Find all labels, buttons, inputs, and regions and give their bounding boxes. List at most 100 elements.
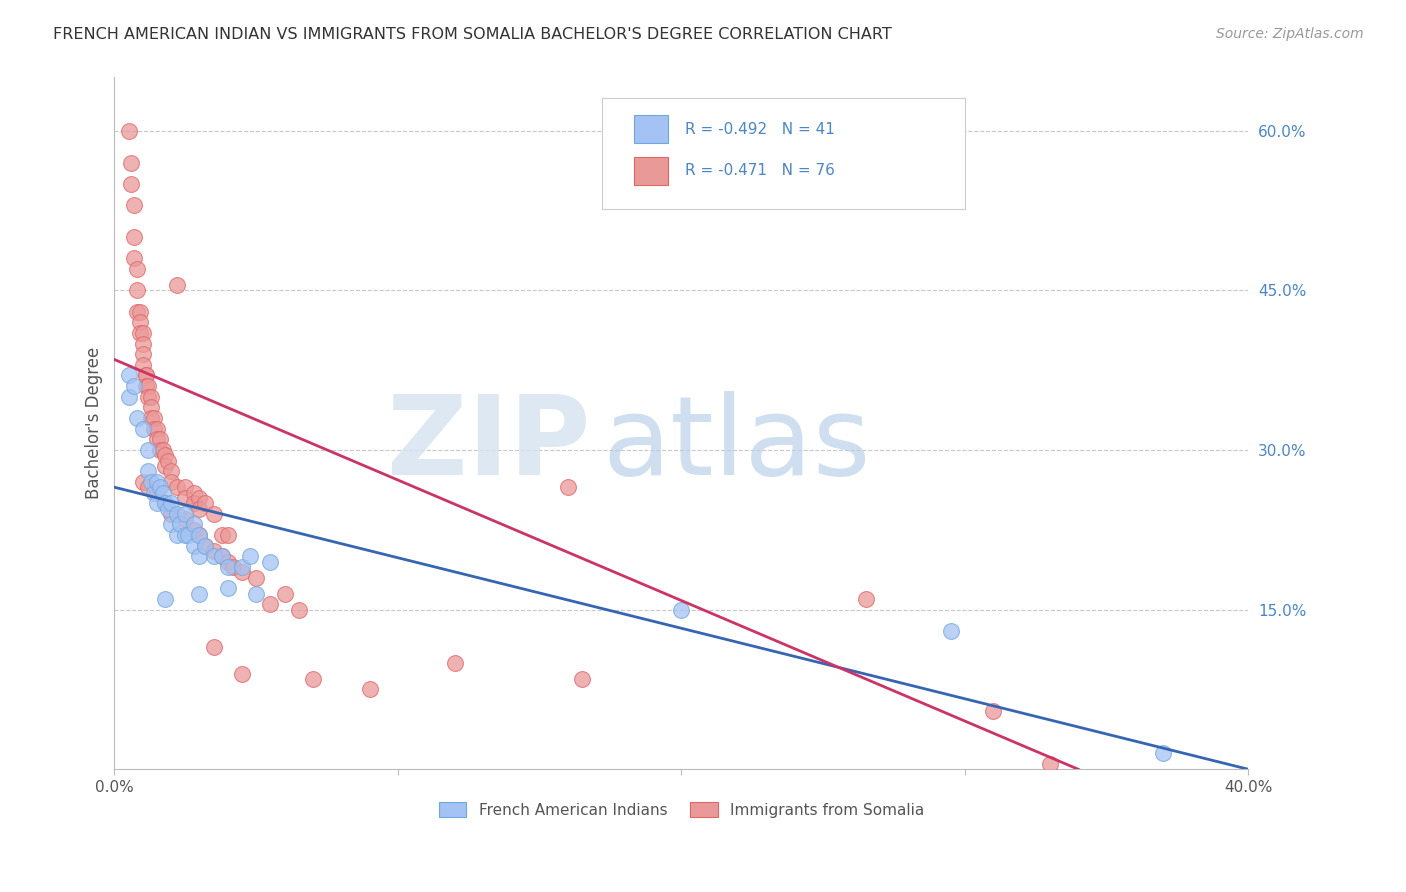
Point bbox=[183, 496, 205, 510]
Point bbox=[149, 480, 172, 494]
Point bbox=[127, 262, 149, 277]
Point bbox=[557, 480, 579, 494]
Point bbox=[202, 544, 225, 558]
Point bbox=[146, 485, 169, 500]
Point bbox=[174, 512, 197, 526]
Point bbox=[202, 549, 225, 564]
Point bbox=[135, 368, 157, 383]
Point bbox=[177, 528, 200, 542]
Point bbox=[117, 390, 139, 404]
Point bbox=[132, 326, 155, 340]
Point bbox=[141, 411, 163, 425]
Point bbox=[127, 411, 149, 425]
Point bbox=[1039, 756, 1062, 771]
Point bbox=[138, 379, 160, 393]
Point bbox=[120, 155, 142, 169]
Point bbox=[174, 491, 197, 505]
Point bbox=[155, 458, 177, 473]
Point bbox=[160, 496, 183, 510]
Point bbox=[160, 507, 183, 521]
Point bbox=[160, 517, 183, 532]
Point bbox=[127, 283, 149, 297]
Point bbox=[188, 528, 211, 542]
Point bbox=[138, 442, 160, 457]
Point bbox=[117, 123, 139, 137]
Point bbox=[138, 464, 160, 478]
Point bbox=[135, 379, 157, 393]
Point bbox=[855, 592, 877, 607]
Point bbox=[146, 496, 169, 510]
Point bbox=[183, 539, 205, 553]
Point bbox=[143, 411, 166, 425]
Text: atlas: atlas bbox=[602, 391, 870, 498]
Point bbox=[245, 571, 267, 585]
Point bbox=[183, 523, 205, 537]
Point bbox=[183, 485, 205, 500]
Point bbox=[211, 549, 233, 564]
Point bbox=[443, 656, 465, 670]
Point bbox=[174, 507, 197, 521]
Point bbox=[188, 501, 211, 516]
FancyBboxPatch shape bbox=[602, 98, 965, 209]
Point bbox=[188, 587, 211, 601]
Point bbox=[1152, 747, 1174, 761]
Point bbox=[211, 528, 233, 542]
Text: R = -0.471   N = 76: R = -0.471 N = 76 bbox=[685, 163, 835, 178]
Point bbox=[132, 475, 155, 489]
Point bbox=[194, 539, 217, 553]
Point bbox=[571, 672, 593, 686]
Text: FRENCH AMERICAN INDIAN VS IMMIGRANTS FROM SOMALIA BACHELOR'S DEGREE CORRELATION : FRENCH AMERICAN INDIAN VS IMMIGRANTS FRO… bbox=[53, 27, 893, 42]
Point bbox=[129, 304, 152, 318]
Point bbox=[188, 549, 211, 564]
Point bbox=[157, 453, 180, 467]
Point bbox=[188, 491, 211, 505]
Point bbox=[211, 549, 233, 564]
Point bbox=[132, 358, 155, 372]
Point bbox=[217, 582, 239, 596]
Point bbox=[169, 517, 191, 532]
Point bbox=[188, 528, 211, 542]
Point bbox=[166, 528, 188, 542]
Point bbox=[141, 390, 163, 404]
Point bbox=[122, 252, 145, 266]
Point bbox=[122, 379, 145, 393]
Point bbox=[143, 485, 166, 500]
Point bbox=[202, 507, 225, 521]
Point bbox=[239, 549, 262, 564]
Point bbox=[141, 475, 163, 489]
Point bbox=[202, 640, 225, 654]
Text: ZIP: ZIP bbox=[387, 391, 591, 498]
Point bbox=[981, 704, 1004, 718]
Point bbox=[117, 368, 139, 383]
Point bbox=[183, 517, 205, 532]
Point bbox=[146, 475, 169, 489]
Point bbox=[160, 475, 183, 489]
Point bbox=[120, 177, 142, 191]
Point bbox=[359, 682, 381, 697]
FancyBboxPatch shape bbox=[634, 157, 668, 185]
Point bbox=[149, 433, 172, 447]
Point bbox=[155, 496, 177, 510]
Point bbox=[138, 480, 160, 494]
Text: Source: ZipAtlas.com: Source: ZipAtlas.com bbox=[1216, 27, 1364, 41]
Point bbox=[273, 587, 295, 601]
Point bbox=[143, 422, 166, 436]
Point bbox=[132, 336, 155, 351]
Point bbox=[174, 528, 197, 542]
Point bbox=[166, 507, 188, 521]
Point bbox=[127, 304, 149, 318]
Point bbox=[302, 672, 325, 686]
Point bbox=[166, 480, 188, 494]
Point bbox=[222, 560, 245, 574]
Point bbox=[141, 401, 163, 415]
Point bbox=[155, 496, 177, 510]
Point bbox=[259, 555, 281, 569]
Point bbox=[122, 230, 145, 244]
Point bbox=[152, 442, 174, 457]
Point bbox=[231, 666, 253, 681]
Point bbox=[217, 528, 239, 542]
Legend: French American Indians, Immigrants from Somalia: French American Indians, Immigrants from… bbox=[433, 796, 931, 824]
Point bbox=[245, 587, 267, 601]
Point bbox=[155, 592, 177, 607]
Point bbox=[157, 501, 180, 516]
